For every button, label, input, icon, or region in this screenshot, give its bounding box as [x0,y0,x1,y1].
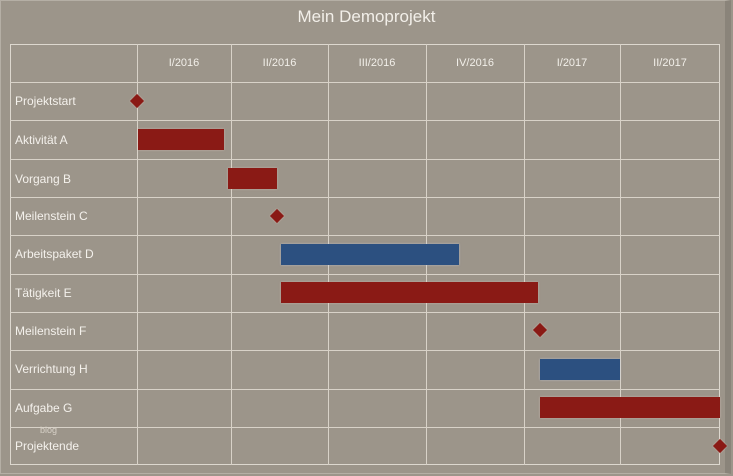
column-header: IV/2016 [456,57,494,69]
task-label: Meilenstein F [15,324,87,338]
gridline-h [10,427,720,428]
gridline-h [10,274,720,275]
gridline-h [10,159,720,160]
gridline-h [10,312,720,313]
gridline-h [10,197,720,198]
gridline-v [137,44,138,465]
column-header: II/2017 [653,57,687,69]
task-bar [540,397,720,418]
watermark-text: blog [40,425,58,435]
gantt-grid [10,44,720,465]
task-label: Aufgabe G [15,401,73,415]
task-label: Projektstart [15,94,76,108]
task-label: Aktivität A [15,133,68,147]
task-bar [138,129,224,150]
gridline-v [231,44,232,465]
task-bar [540,359,620,380]
gridline-h [10,350,720,351]
gridline-h [10,235,720,236]
column-header: II/2016 [262,57,297,69]
task-label: Tätigkeit E [15,286,72,300]
column-header: I/2016 [168,57,200,69]
task-bar [228,168,277,189]
gridline-h [10,389,720,390]
task-label: Meilenstein C [15,209,88,223]
gridline-h [10,82,720,83]
task-label: Verrichtung H [15,362,88,376]
gridline-v [524,44,525,465]
task-label: Vorgang B [15,172,72,186]
column-header: III/2016 [358,57,396,69]
chart-title: Mein Demoprojekt [297,7,436,26]
column-header: I/2017 [556,57,588,69]
task-label: Projektende [15,439,80,453]
task-label: Arbeitspaket D [15,247,94,261]
gridline-v [620,44,621,465]
task-bar [281,244,459,265]
task-bar [281,282,538,303]
gridline-h [10,120,720,121]
